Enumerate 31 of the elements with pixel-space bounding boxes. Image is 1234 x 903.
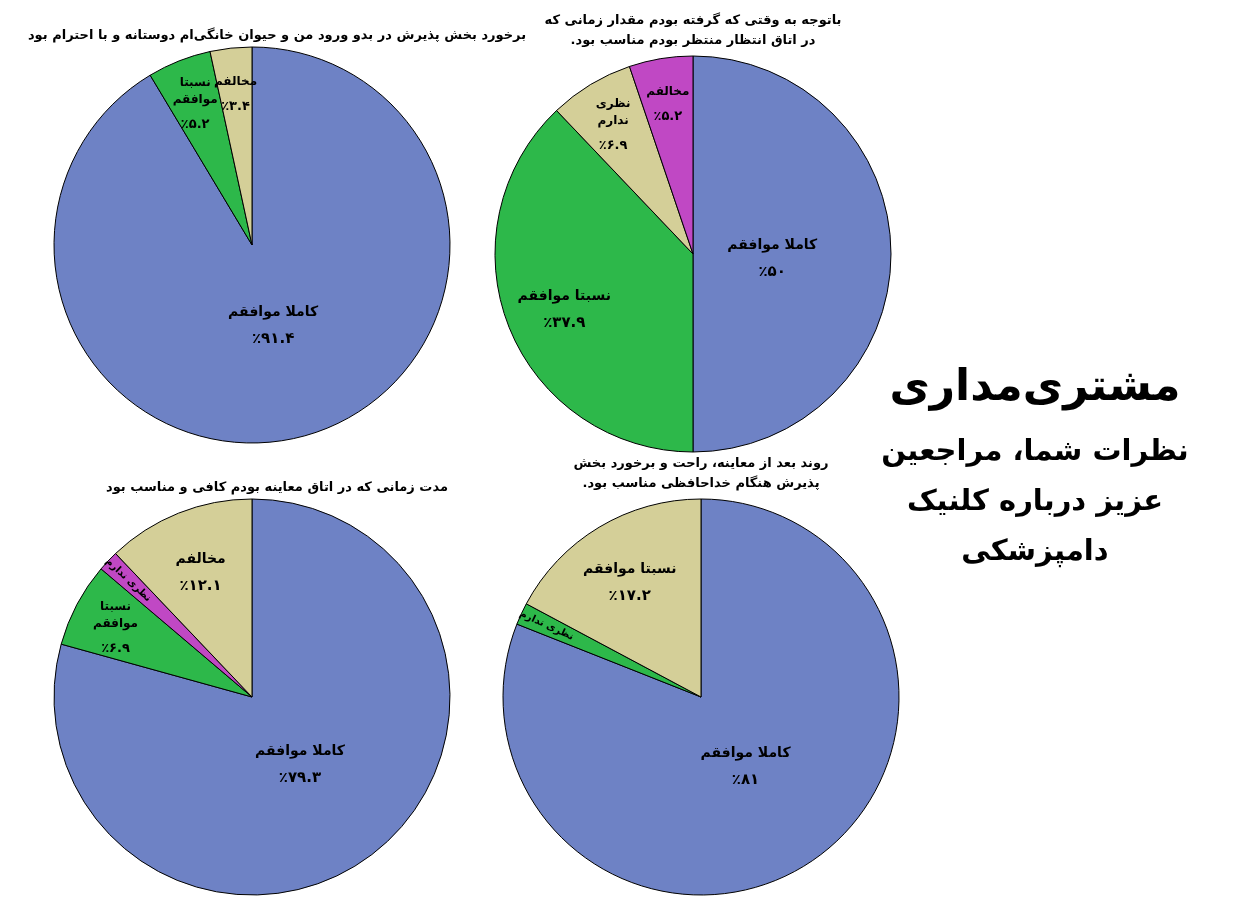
data-label: ٪۵.۲ [180, 116, 210, 132]
slice-label: مخالفم [175, 549, 226, 566]
data-label: ٪۵۰ [758, 261, 786, 280]
data-label: ٪۳۷.۹ [543, 312, 586, 331]
slice-label: نسبتا موافقم [517, 286, 612, 304]
slice-label: کاملا موافقم [254, 741, 346, 759]
slice-label: کاملا موافقم [700, 744, 792, 761]
data-label: ٪۸۱ [731, 770, 760, 788]
chart-title: باتوجه به وقتی که گرفته بودم مقدار زمانی که در اتاق انتظار منتظر بودم مناسب بود. [544, 12, 842, 48]
data-label: ٪۵.۲ [653, 108, 683, 124]
slice-label: کاملا موافقم [727, 235, 819, 253]
slice-label: نظری ندارم [595, 95, 631, 128]
pie-slice [502, 498, 900, 896]
pie-slice [53, 46, 451, 444]
data-label: ٪۶.۹ [101, 639, 130, 655]
slice-label: مخالفم [646, 84, 690, 99]
data-label: ٪۱۷.۲ [608, 585, 651, 604]
data-label: ٪۱۲.۱ [179, 575, 222, 594]
pie-slice [53, 498, 451, 896]
chart-title: روند بعد از معاینه، راحت و برخورد بخش پذیرش هنگام خداحافظی مناسب بود. [573, 455, 829, 491]
slice-label: نسبتا موافقم [582, 559, 677, 577]
data-label: ٪۳.۴ [221, 97, 250, 113]
data-label: ٪۶.۹ [598, 136, 628, 152]
data-label: ٪۹۱.۴ [251, 328, 295, 347]
data-label: ٪۷۹.۳ [278, 767, 322, 786]
slice-label: کاملا موافقم [228, 302, 320, 320]
text: مشتری‌مداری [889, 359, 1181, 411]
chart-title: مدت زمانی که در اتاق معاینه بودم کافی و مناسب بود [105, 479, 449, 495]
text: نظرات شما، مراجعین عزیز درباره کلنیک دامپزشکی [881, 433, 1189, 568]
chart-title: برخورد بخش پذیرش در بدو ورود من و حیوان خانگی‌ام دوستانه و با احترام بود [27, 27, 527, 43]
slice-label: نظری ندارم [517, 607, 576, 643]
